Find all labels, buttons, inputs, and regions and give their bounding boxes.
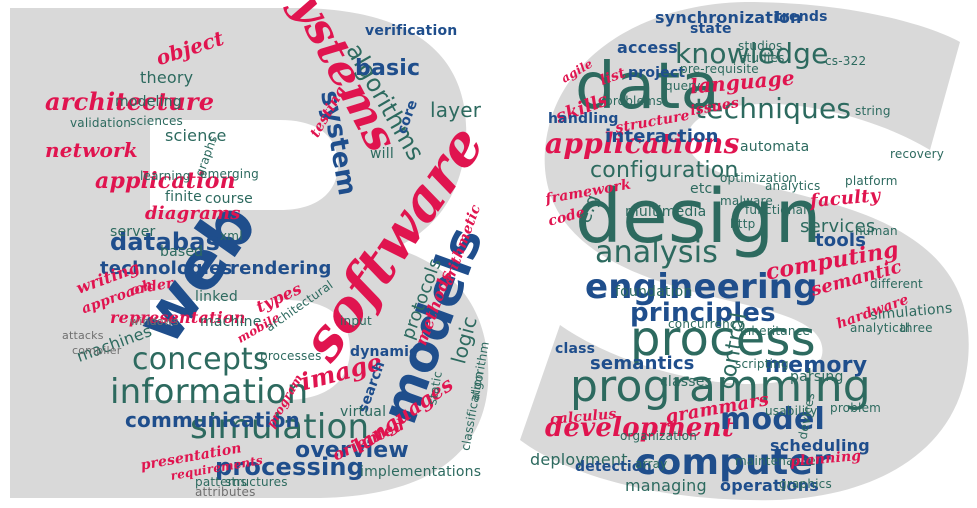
letter-b-shape <box>10 8 489 498</box>
letter-s-shape <box>520 2 969 501</box>
